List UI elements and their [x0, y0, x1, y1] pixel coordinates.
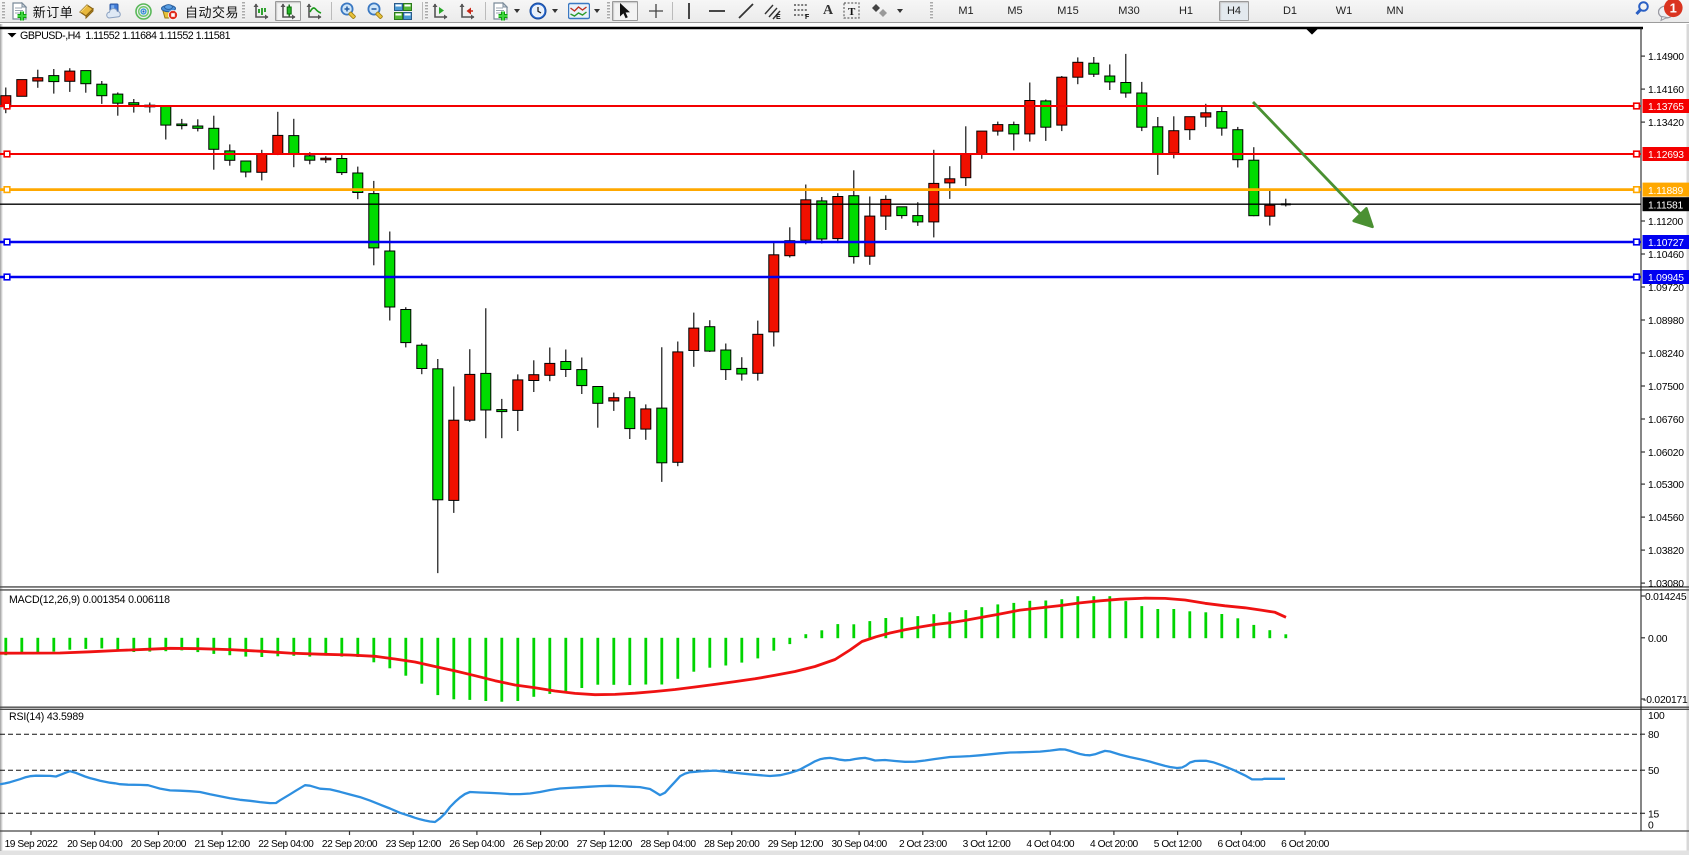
svg-text:1.12693: 1.12693 [1648, 150, 1684, 161]
svg-text:4 Oct 20:00: 4 Oct 20:00 [1090, 839, 1139, 850]
svg-text:1.14160: 1.14160 [1648, 85, 1684, 96]
svg-text:100: 100 [1648, 711, 1665, 722]
svg-text:-0.020171: -0.020171 [1643, 695, 1688, 706]
svg-text:26 Sep 04:00: 26 Sep 04:00 [449, 839, 505, 850]
svg-text:1.11581: 1.11581 [1648, 200, 1684, 211]
svg-text:15: 15 [1648, 809, 1660, 820]
svg-text:0.014245: 0.014245 [1645, 592, 1687, 603]
svg-text:1.06020: 1.06020 [1648, 448, 1684, 459]
svg-text:1.10460: 1.10460 [1648, 250, 1684, 261]
svg-text:1.13765: 1.13765 [1648, 102, 1684, 113]
svg-text:1.11889: 1.11889 [1648, 186, 1684, 197]
svg-text:6 Oct 20:00: 6 Oct 20:00 [1281, 839, 1330, 850]
svg-text:19 Sep 2022: 19 Sep 2022 [5, 839, 59, 850]
svg-text:1.09945: 1.09945 [1648, 273, 1684, 284]
svg-text:1.10727: 1.10727 [1648, 238, 1684, 249]
svg-text:26 Sep 20:00: 26 Sep 20:00 [513, 839, 569, 850]
svg-text:T: T [848, 6, 856, 18]
svg-text:MACD(12,26,9) 0.001354 0.00611: MACD(12,26,9) 0.001354 0.006118 [9, 594, 170, 606]
svg-text:4 Oct 04:00: 4 Oct 04:00 [1026, 839, 1075, 850]
svg-text:30 Sep 04:00: 30 Sep 04:00 [831, 839, 887, 850]
svg-text:3 Oct 12:00: 3 Oct 12:00 [963, 839, 1012, 850]
svg-text:1.03080: 1.03080 [1648, 579, 1684, 590]
svg-text:20 Sep 04:00: 20 Sep 04:00 [67, 839, 123, 850]
svg-text:2 Oct 23:00: 2 Oct 23:00 [899, 839, 948, 850]
svg-text:E: E [776, 14, 781, 20]
svg-text:21 Sep 12:00: 21 Sep 12:00 [194, 839, 250, 850]
svg-text:1.13420: 1.13420 [1648, 118, 1684, 129]
svg-text:1.11200: 1.11200 [1648, 217, 1684, 228]
svg-text:22 Sep 04:00: 22 Sep 04:00 [258, 839, 314, 850]
svg-text:0.00: 0.00 [1648, 634, 1668, 645]
svg-text:80: 80 [1648, 730, 1660, 741]
svg-text:1.09720: 1.09720 [1648, 283, 1684, 294]
svg-text:1.06760: 1.06760 [1648, 415, 1684, 426]
svg-text:0: 0 [1648, 821, 1654, 832]
svg-text:29 Sep 12:00: 29 Sep 12:00 [768, 839, 824, 850]
svg-text:28 Sep 20:00: 28 Sep 20:00 [704, 839, 760, 850]
svg-text:F: F [805, 14, 810, 20]
svg-text:1: 1 [1670, 0, 1677, 15]
svg-text:1.08240: 1.08240 [1648, 349, 1684, 360]
svg-text:1.14900: 1.14900 [1648, 52, 1684, 63]
svg-text:5 Oct 12:00: 5 Oct 12:00 [1154, 839, 1203, 850]
svg-text:GBPUSD-,H4 1.11552 1.11684 1.: GBPUSD-,H4 1.11552 1.11684 1.11552 1.115… [20, 30, 231, 42]
svg-text:22 Sep 20:00: 22 Sep 20:00 [322, 839, 378, 850]
svg-text:1.08980: 1.08980 [1648, 316, 1684, 327]
svg-text:1.03820: 1.03820 [1648, 546, 1684, 557]
svg-text:23 Sep 12:00: 23 Sep 12:00 [386, 839, 442, 850]
svg-text:27 Sep 12:00: 27 Sep 12:00 [577, 839, 633, 850]
svg-text:28 Sep 04:00: 28 Sep 04:00 [640, 839, 696, 850]
svg-text:1.05300: 1.05300 [1648, 480, 1684, 491]
svg-text:1.04560: 1.04560 [1648, 513, 1684, 524]
svg-text:20 Sep 20:00: 20 Sep 20:00 [131, 839, 187, 850]
svg-text:1.07500: 1.07500 [1648, 382, 1684, 393]
svg-text:6 Oct 04:00: 6 Oct 04:00 [1217, 839, 1266, 850]
svg-text:50: 50 [1648, 766, 1660, 777]
svg-text:RSI(14) 43.5989: RSI(14) 43.5989 [9, 711, 84, 723]
